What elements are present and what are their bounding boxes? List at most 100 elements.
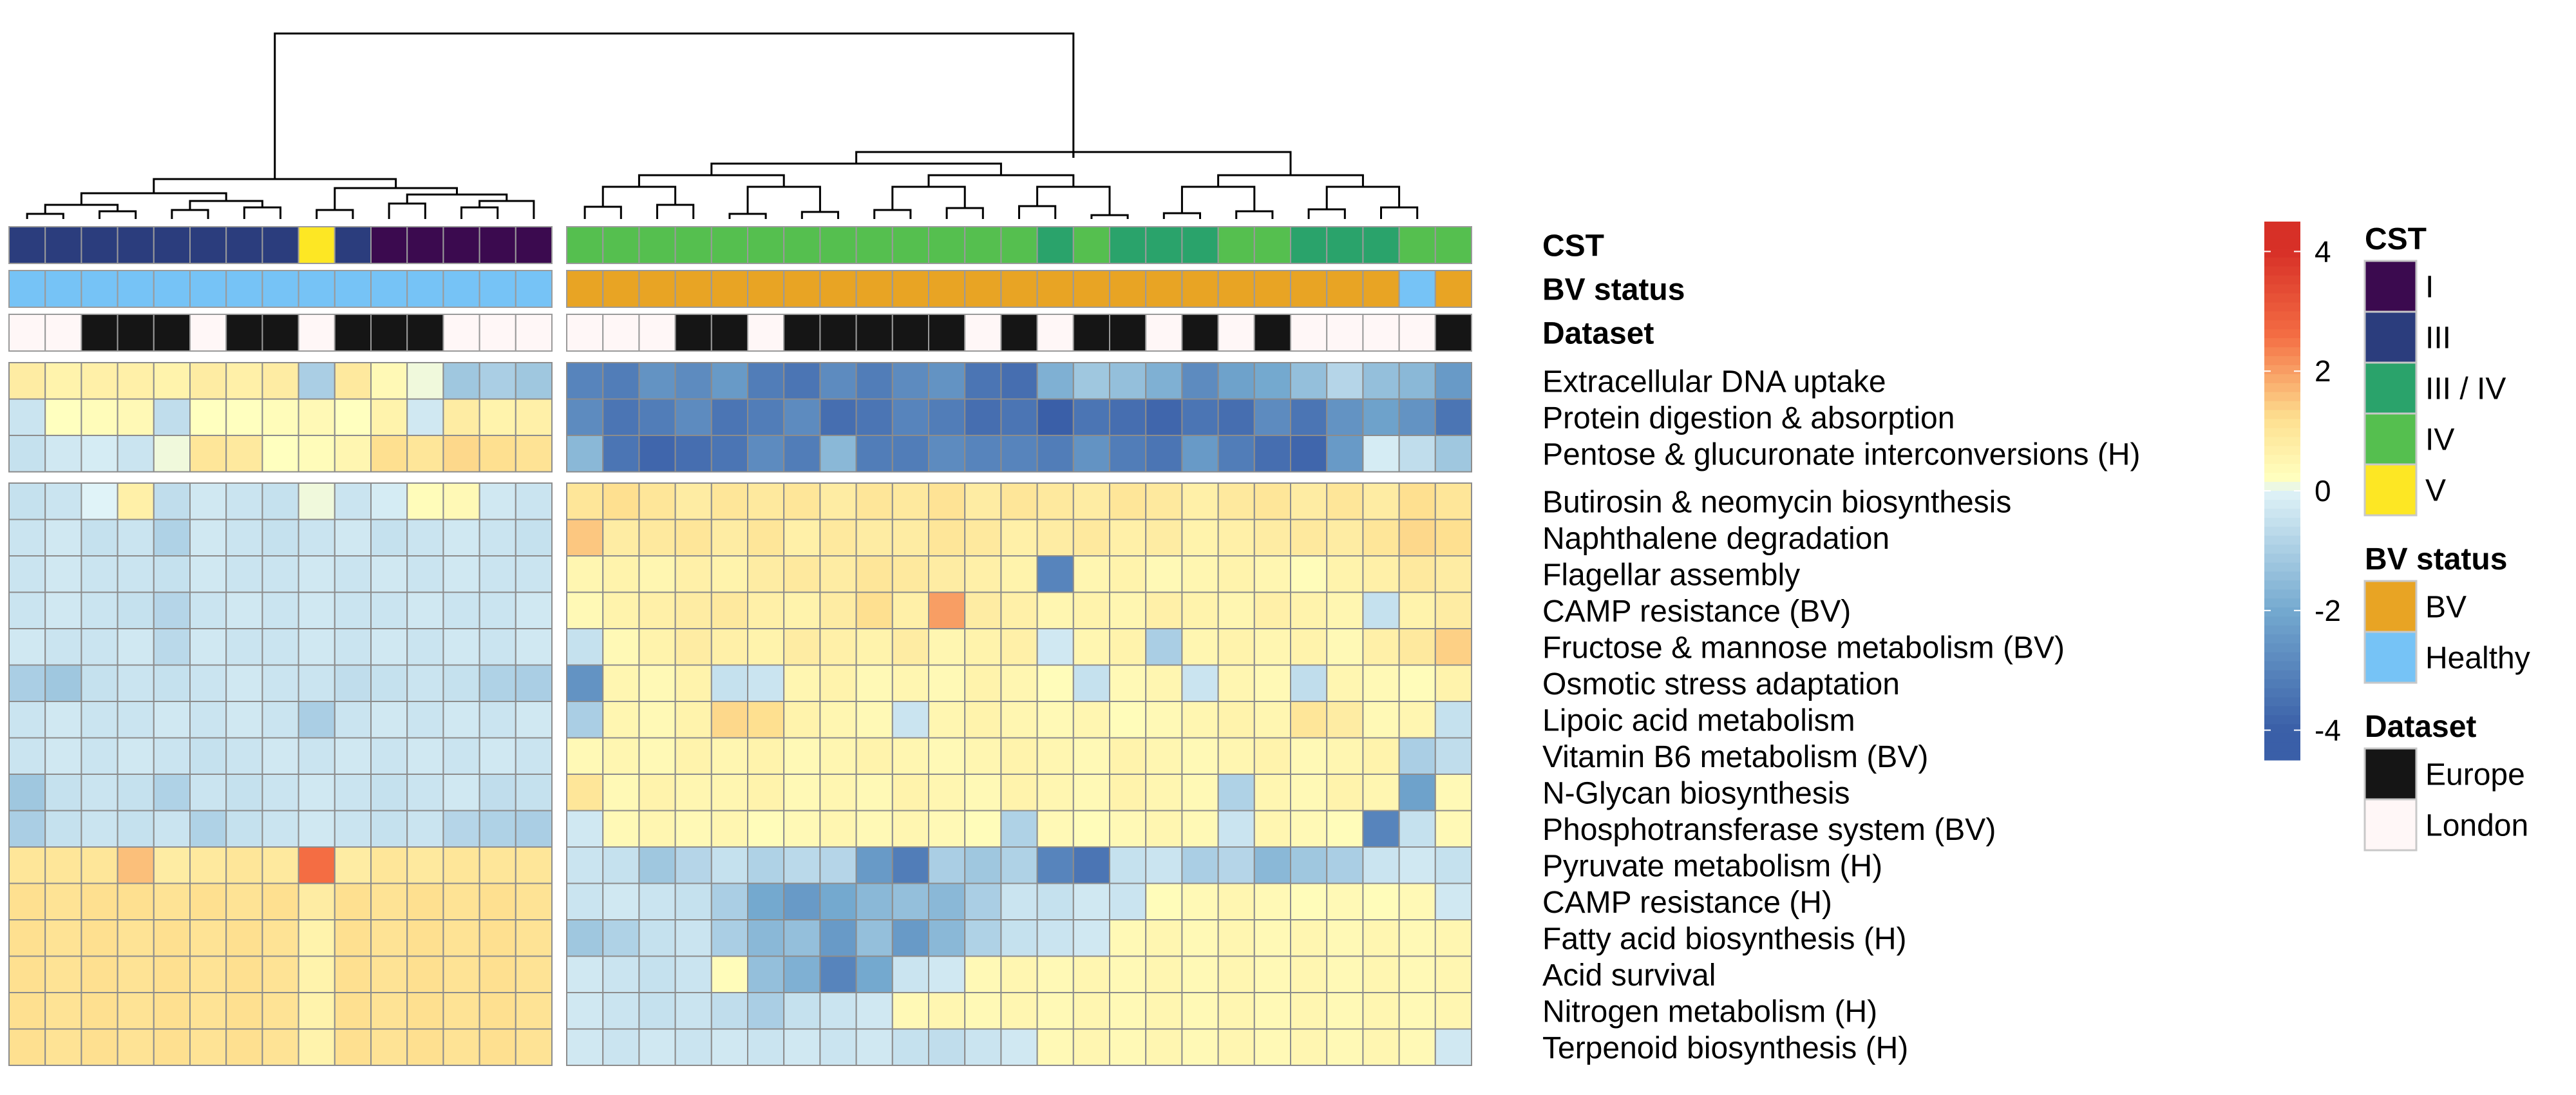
colorbar-segment [2264,329,2300,339]
heatmap-cell [1217,555,1255,593]
heatmap-cell [783,398,821,436]
heatmap-cell [153,398,191,436]
heatmap-cell [1181,482,1219,520]
dendrogram-branch [710,162,1002,175]
heatmap-cell [1398,810,1436,848]
legend-item-label: Europe [2425,758,2525,792]
heatmap-cell [117,992,155,1030]
heatmap-cell [1362,1028,1400,1066]
heatmap-cell [442,555,480,593]
heatmap-cell [1072,846,1111,884]
heatmap-cell [1398,774,1436,812]
heatmap-cell [1145,555,1183,593]
heatmap-cell [855,398,893,436]
heatmap-cell [515,519,553,557]
heatmap-cell [1036,882,1074,920]
heatmap-cell [298,591,336,629]
heatmap-cell [153,992,191,1030]
heatmap-cell [747,774,785,812]
heatmap-cell [747,591,785,629]
dendrogram-branch [478,200,535,219]
heatmap-cell [44,628,82,666]
row-label: Pentose & glucuronate interconversions (… [1542,437,2140,471]
heatmap-cell [710,992,749,1030]
colorbar-segment [2264,625,2300,635]
heatmap-cell [1109,435,1147,473]
annotation-cell [783,314,821,352]
colorbar-segment [2264,311,2300,321]
colorbar-segment [2264,383,2300,393]
heatmap-cell [783,919,821,957]
heatmap-cell [964,591,1002,629]
heatmap-cell [298,846,336,884]
heatmap-cell [153,519,191,557]
heatmap-cell [406,882,444,920]
heatmap-cell [638,919,676,957]
heatmap-cell [819,555,857,593]
annotation-cell [891,226,930,264]
heatmap-cell [261,955,299,993]
annotation-cell [891,314,930,352]
heatmap-cell [1398,1028,1436,1066]
heatmap-cell [515,482,553,520]
colorbar-segment [2264,392,2300,402]
heatmap-cell [783,664,821,702]
heatmap-cell [928,955,966,993]
heatmap-cell [1036,701,1074,739]
heatmap-cell [261,846,299,884]
colorbar-segment [2264,239,2300,249]
heatmap-cell [1000,846,1038,884]
heatmap-cell [153,628,191,666]
dendrogram-branch [891,186,966,210]
heatmap-cell [515,810,553,848]
heatmap-cell [891,846,930,884]
heatmap-cell [153,846,191,884]
heatmap-cell [891,435,930,473]
legend-item-label: Healthy [2425,642,2530,676]
heatmap-cell [1000,774,1038,812]
heatmap-cell [442,955,480,993]
heatmap-cell [189,919,227,957]
annotation-cell [515,270,553,308]
colorbar-segment [2264,517,2300,528]
legend-swatch [2363,361,2418,415]
heatmap-cell [1072,591,1111,629]
heatmap-cell [674,882,712,920]
heatmap-cell [1362,810,1400,848]
heatmap-cell [1036,846,1074,884]
heatmap-cell [638,591,676,629]
annotation-cell [153,270,191,308]
dendrogram-branch [873,209,912,219]
heatmap-cell [80,362,118,400]
dendrogram-branch [1090,214,1129,219]
annotation-cell [819,226,857,264]
heatmap-cell [261,919,299,957]
heatmap-cell [478,1028,516,1066]
heatmap-cell [117,362,155,400]
heatmap-cell [189,774,227,812]
heatmap-cell [1181,882,1219,920]
heatmap-cell [1145,774,1183,812]
heatmap-cell [1181,992,1219,1030]
heatmap-cell [855,435,893,473]
colorbar-tick-label: -4 [2315,714,2341,747]
heatmap-cell [1000,398,1038,436]
colorbar-tick-label: -2 [2315,594,2341,627]
heatmap-cell [1434,701,1473,739]
annotation-cell [1290,226,1328,264]
heatmap-cell [710,846,749,884]
colorbar-segment [2264,553,2300,563]
heatmap-cell [891,555,930,593]
heatmap-cell [855,701,893,739]
heatmap-cell [1109,555,1147,593]
heatmap-cell [1290,1028,1328,1066]
heatmap-cell [117,519,155,557]
heatmap-cell [1434,955,1473,993]
heatmap-cell [1253,555,1292,593]
annotation-cell [1109,226,1147,264]
heatmap-cell [334,1028,372,1066]
heatmap-cell [406,955,444,993]
heatmap-cell [928,919,966,957]
heatmap-cell [1036,435,1074,473]
heatmap-cell [1362,919,1400,957]
